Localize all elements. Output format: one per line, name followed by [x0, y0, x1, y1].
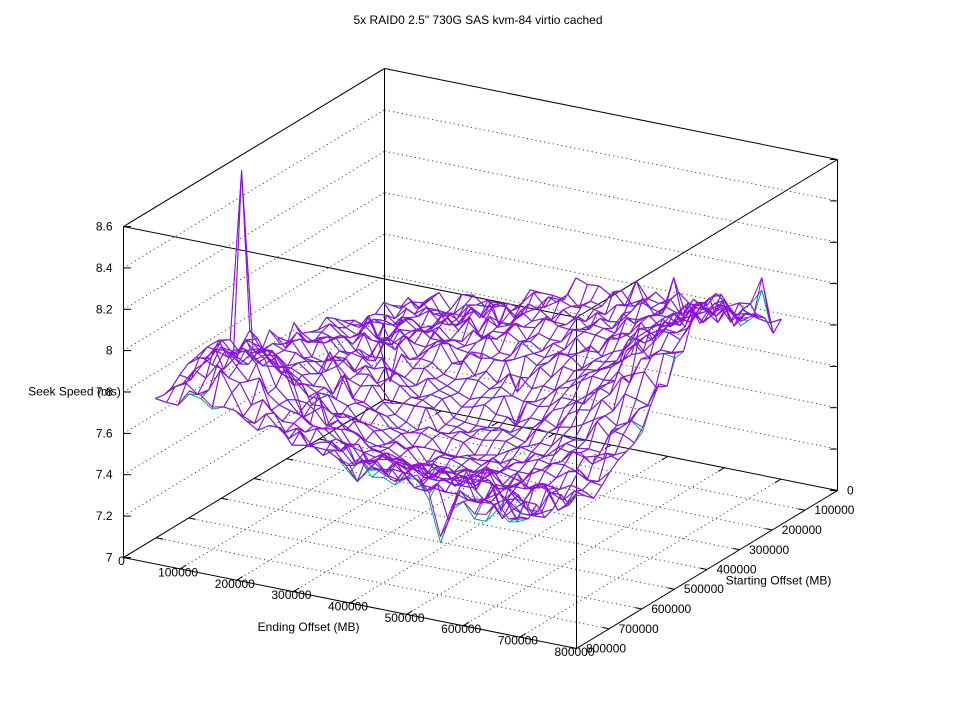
svg-text:800000: 800000 [554, 645, 594, 659]
svg-text:8.4: 8.4 [96, 261, 113, 275]
svg-text:400000: 400000 [328, 600, 368, 614]
svg-text:100000: 100000 [158, 565, 198, 579]
svg-text:Seek Speed (ms): Seek Speed (ms) [28, 385, 121, 399]
svg-text:8.2: 8.2 [96, 302, 113, 316]
svg-text:0: 0 [118, 554, 125, 568]
svg-text:500000: 500000 [385, 611, 425, 625]
svg-text:700000: 700000 [498, 634, 538, 648]
svg-text:200000: 200000 [215, 577, 255, 591]
svg-text:600000: 600000 [441, 622, 481, 636]
svg-text:100000: 100000 [814, 503, 854, 517]
svg-text:7: 7 [106, 551, 113, 565]
svg-text:0: 0 [847, 484, 854, 498]
svg-text:500000: 500000 [684, 582, 724, 596]
svg-text:Starting Offset (MB): Starting Offset (MB) [726, 574, 832, 588]
svg-text:400000: 400000 [717, 563, 757, 577]
svg-text:700000: 700000 [619, 622, 659, 636]
svg-text:8.6: 8.6 [96, 220, 113, 234]
svg-text:300000: 300000 [749, 543, 789, 557]
svg-text:7.2: 7.2 [96, 509, 113, 523]
svg-text:5x RAID0 2.5" 730G SAS kvm-84: 5x RAID0 2.5" 730G SAS kvm-84 virtio cac… [353, 13, 602, 27]
svg-text:7.4: 7.4 [96, 468, 113, 482]
svg-text:8: 8 [106, 344, 113, 358]
svg-text:600000: 600000 [651, 602, 691, 616]
svg-text:200000: 200000 [782, 523, 822, 537]
svg-text:7.6: 7.6 [96, 426, 113, 440]
svg-text:800000: 800000 [586, 642, 626, 656]
svg-text:Ending Offset (MB): Ending Offset (MB) [258, 620, 360, 634]
svg-text:300000: 300000 [271, 588, 311, 602]
svg-text:7.8: 7.8 [96, 385, 113, 399]
